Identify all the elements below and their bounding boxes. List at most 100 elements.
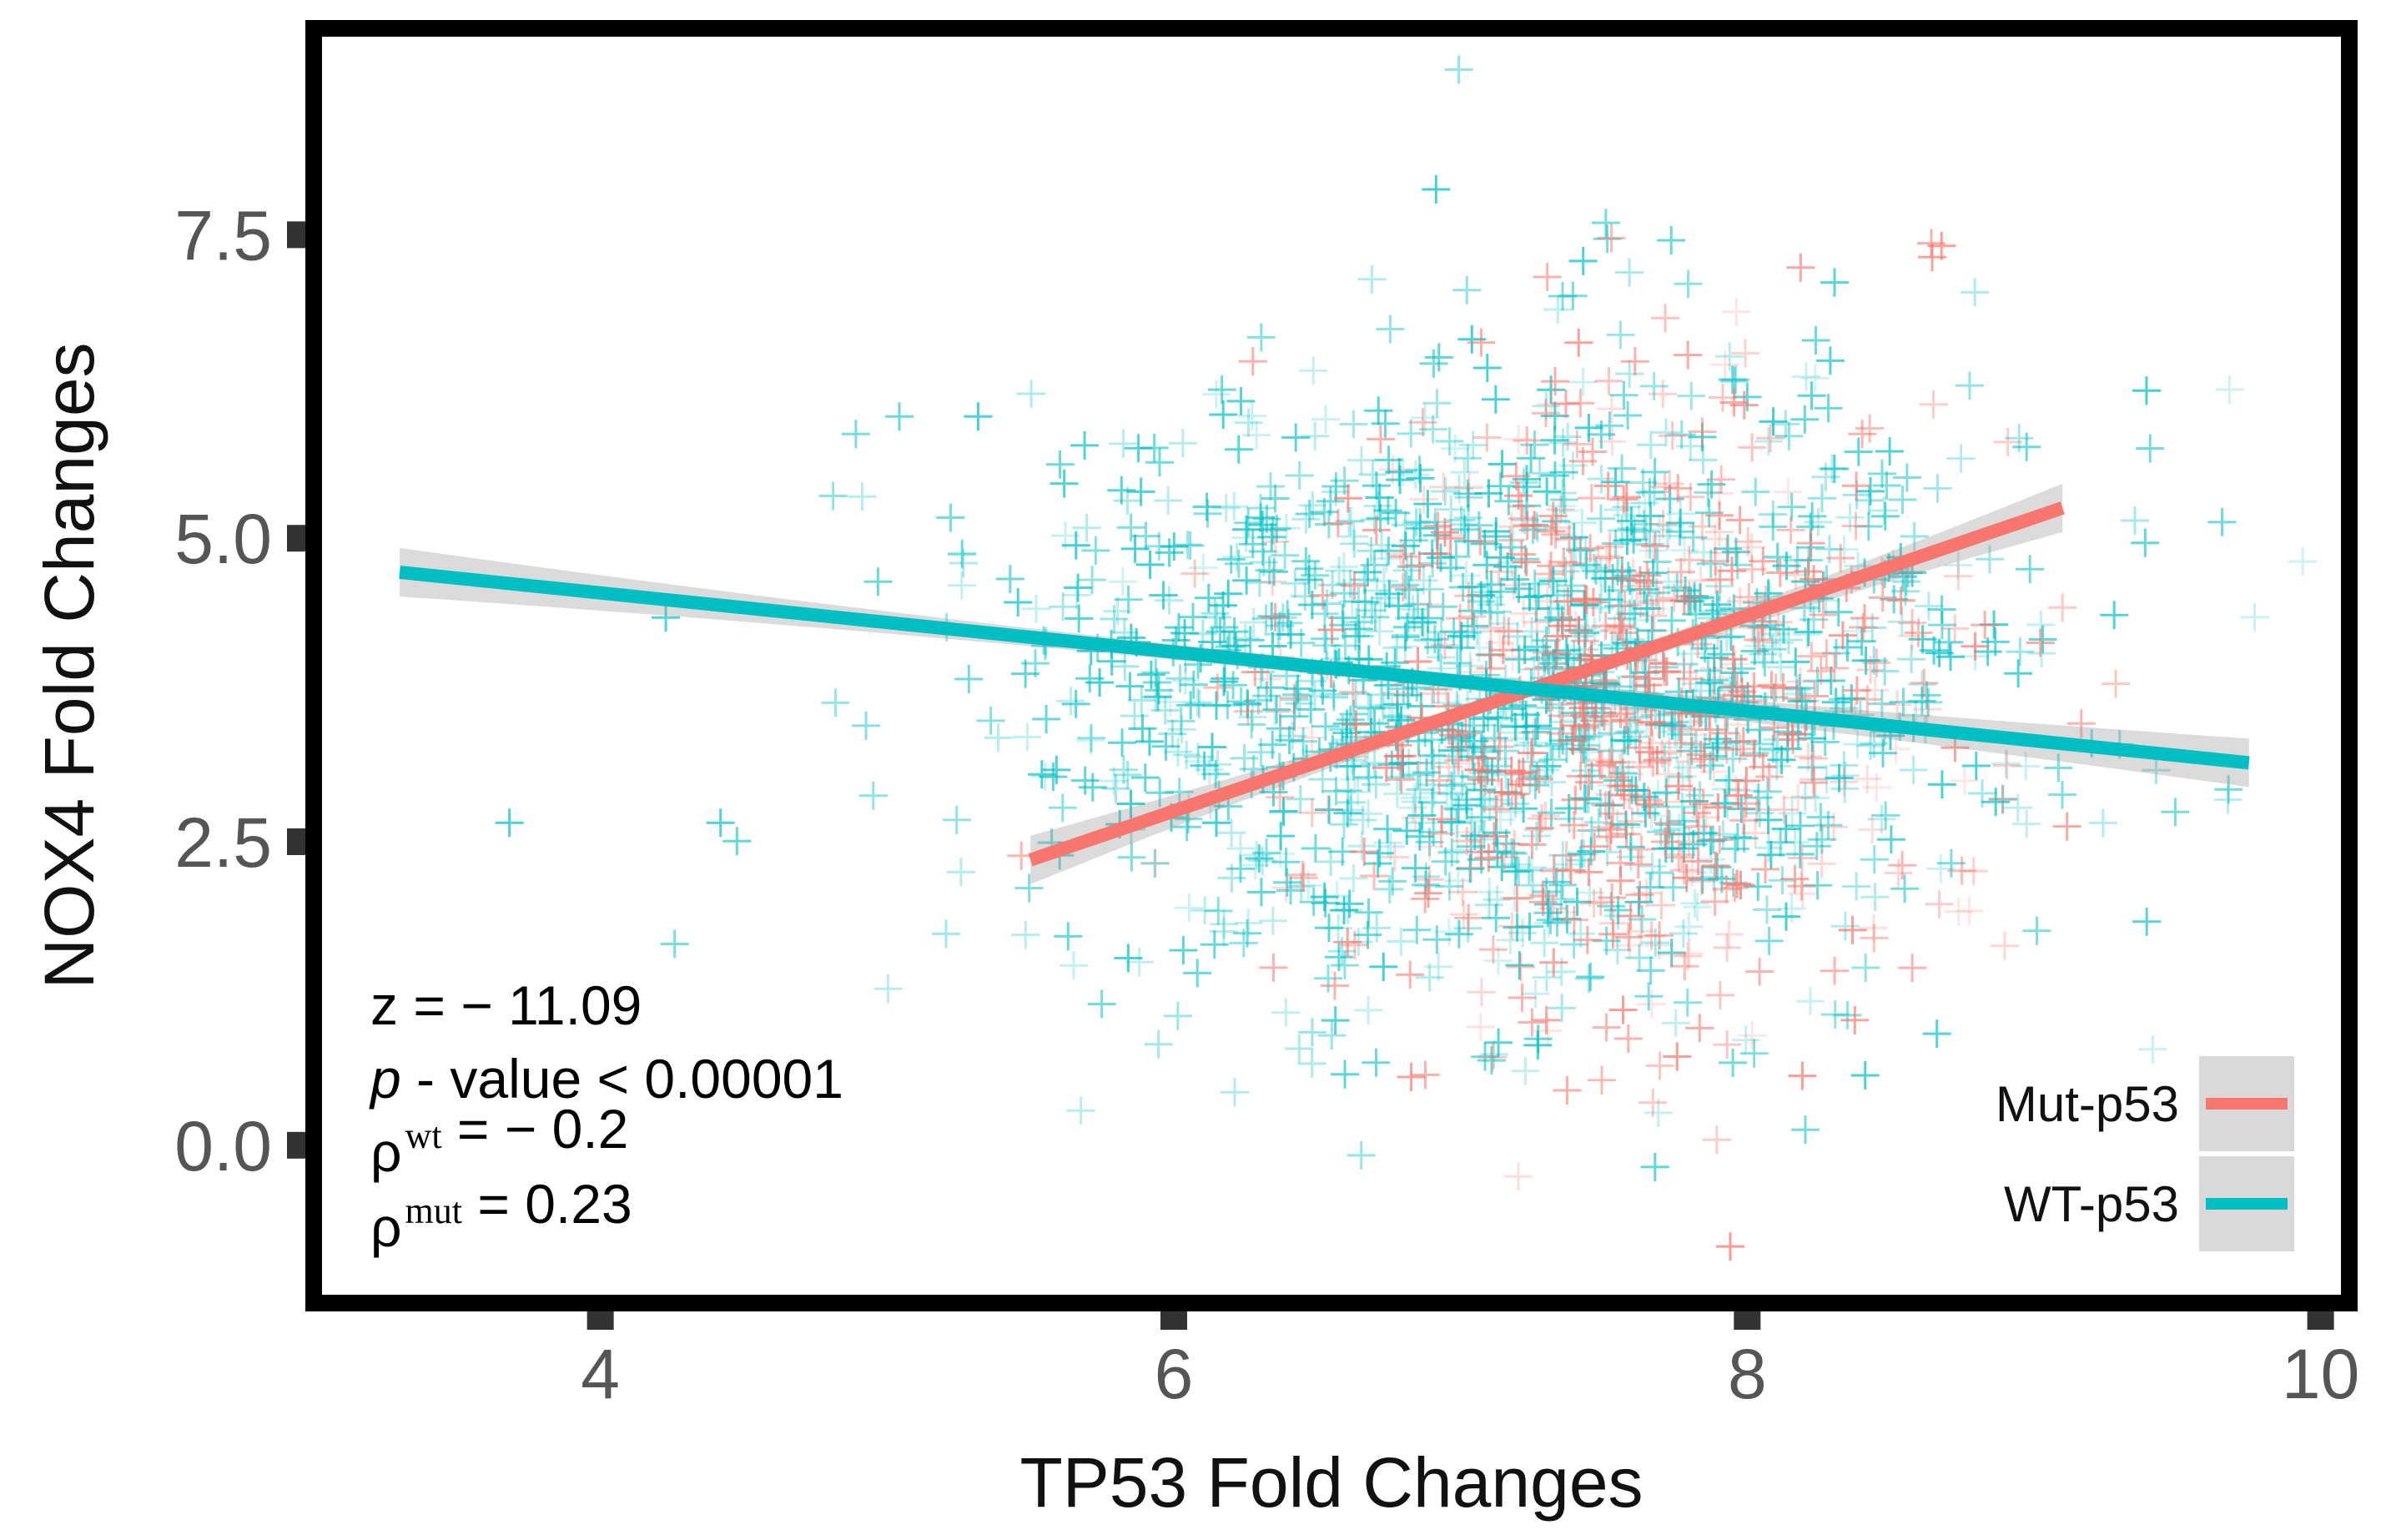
point-wt-p53	[1261, 484, 1290, 513]
point-mut-p53	[1904, 618, 1933, 647]
point-mut-p53	[1504, 481, 1533, 511]
point-wt-p53	[1523, 815, 1553, 844]
point-wt-p53	[1441, 434, 1470, 463]
point-mut-p53	[1713, 1030, 1742, 1059]
point-mut-p53	[1317, 616, 1347, 644]
y-tick-label: 5.0	[174, 500, 272, 578]
point-wt-p53	[1150, 696, 1180, 725]
point-wt-p53	[1855, 486, 1884, 515]
point-wt-p53	[1120, 534, 1150, 563]
point-mut-p53	[1612, 483, 1641, 511]
point-wt-p53	[1820, 1000, 1850, 1029]
point-wt-p53	[1114, 944, 1143, 973]
point-mut-p53	[1500, 829, 1529, 858]
point-wt-p53	[2213, 785, 2243, 814]
point-wt-p53	[1608, 454, 1637, 483]
point-wt-p53	[1201, 380, 1231, 409]
point-mut-p53	[1308, 581, 1337, 610]
point-wt-p53	[722, 827, 752, 856]
point-mut-p53	[1577, 484, 1606, 513]
point-wt-p53	[1295, 500, 1324, 528]
point-wt-p53	[1386, 466, 1415, 495]
point-wt-p53	[1718, 365, 1747, 395]
point-wt-p53	[1635, 478, 1664, 507]
point-wt-p53	[1658, 711, 1687, 740]
point-wt-p53	[1387, 927, 1416, 956]
point-mut-p53	[1323, 509, 1352, 538]
point-wt-p53	[1242, 841, 1271, 870]
point-wt-p53	[1291, 505, 1321, 534]
point-wt-p53	[1378, 867, 1407, 896]
point-mut-p53	[1533, 263, 1562, 291]
point-mut-p53	[1452, 827, 1482, 856]
point-wt-p53	[1350, 607, 1379, 637]
point-wt-p53	[1872, 471, 1901, 500]
point-mut-p53	[1849, 613, 1878, 642]
point-wt-p53	[1207, 375, 1236, 405]
point-mut-p53	[1531, 801, 1560, 830]
point-wt-p53	[1754, 833, 1783, 863]
point-wt-p53	[1633, 594, 1662, 623]
point-wt-p53	[1257, 522, 1286, 551]
point-mut-p53	[1594, 366, 1623, 395]
point-mut-p53	[1360, 862, 1389, 890]
point-wt-p53	[1487, 450, 1517, 479]
point-mut-p53	[1616, 902, 1645, 930]
point-wt-p53	[1299, 888, 1328, 917]
point-wt-p53	[1392, 556, 1422, 585]
point-wt-p53	[1707, 640, 1735, 669]
point-mut-p53	[1595, 532, 1624, 561]
point-wt-p53	[1299, 356, 1328, 385]
point-mut-p53	[1705, 980, 1734, 1009]
point-mut-p53	[1667, 715, 1696, 743]
point-wt-p53	[1797, 381, 1826, 410]
point-mut-p53	[1664, 772, 1693, 801]
point-mut-p53	[1741, 818, 1770, 848]
point-wt-p53	[1280, 702, 1309, 731]
point-wt-p53	[1496, 926, 1525, 954]
point-wt-p53	[1070, 430, 1100, 460]
point-wt-p53	[1679, 523, 1708, 552]
point-wt-p53	[1347, 832, 1377, 861]
point-wt-p53	[1623, 702, 1652, 732]
point-wt-p53	[1820, 268, 1849, 297]
point-wt-p53	[1759, 512, 1788, 541]
point-mut-p53	[1574, 858, 1603, 887]
point-mut-p53	[1955, 896, 1984, 925]
point-mut-p53	[1539, 856, 1568, 885]
point-wt-p53	[1209, 400, 1238, 429]
point-wt-p53	[1547, 884, 1576, 913]
x-tick-mark	[586, 1311, 614, 1330]
point-wt-p53	[1621, 722, 1650, 752]
point-mut-p53	[1650, 472, 1679, 501]
point-mut-p53	[1721, 650, 1750, 679]
point-wt-p53	[1530, 929, 1559, 958]
point-wt-p53	[1585, 593, 1614, 622]
point-wt-p53	[1417, 741, 1447, 770]
point-wt-p53	[1459, 611, 1488, 641]
point-wt-p53	[1201, 759, 1231, 788]
point-wt-p53	[1374, 536, 1403, 566]
point-wt-p53	[1320, 682, 1348, 712]
point-wt-p53	[1437, 495, 1466, 524]
point-wt-p53	[1514, 856, 1543, 884]
point-wt-p53	[1072, 513, 1101, 542]
point-wt-p53	[1042, 755, 1071, 784]
point-mut-p53	[1472, 423, 1502, 452]
point-wt-p53	[1471, 1042, 1500, 1071]
point-wt-p53	[1331, 632, 1360, 660]
point-wt-p53	[1824, 597, 1853, 627]
point-mut-p53	[1513, 426, 1542, 455]
point-wt-p53	[1289, 727, 1318, 756]
point-wt-p53	[1373, 496, 1402, 525]
point-wt-p53	[1220, 617, 1249, 647]
point-mut-p53	[1886, 586, 1915, 615]
point-mut-p53	[1508, 757, 1538, 787]
point-wt-p53	[948, 539, 977, 567]
point-wt-p53	[1101, 774, 1130, 803]
point-wt-p53	[1801, 783, 1830, 813]
point-wt-p53	[1382, 779, 1412, 808]
point-wt-p53	[1403, 590, 1432, 619]
point-wt-p53	[1645, 516, 1674, 545]
point-wt-p53	[1418, 415, 1447, 444]
